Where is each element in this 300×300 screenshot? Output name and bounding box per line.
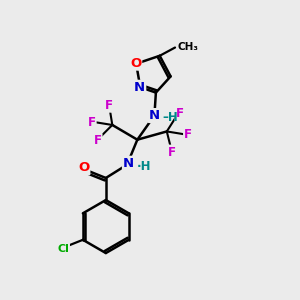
Text: N: N	[149, 109, 160, 122]
Text: N: N	[123, 157, 134, 170]
Text: N: N	[134, 81, 145, 94]
Text: O: O	[130, 57, 141, 70]
Text: F: F	[88, 116, 96, 128]
Text: ·H: ·H	[136, 160, 151, 173]
Text: F: F	[168, 146, 176, 159]
Text: F: F	[94, 134, 102, 147]
Text: O: O	[78, 161, 89, 174]
Text: F: F	[184, 128, 192, 141]
Text: Cl: Cl	[57, 244, 69, 254]
Text: CH₃: CH₃	[177, 42, 198, 52]
Text: F: F	[176, 107, 183, 120]
Text: –H: –H	[163, 110, 178, 124]
Text: F: F	[105, 99, 113, 112]
